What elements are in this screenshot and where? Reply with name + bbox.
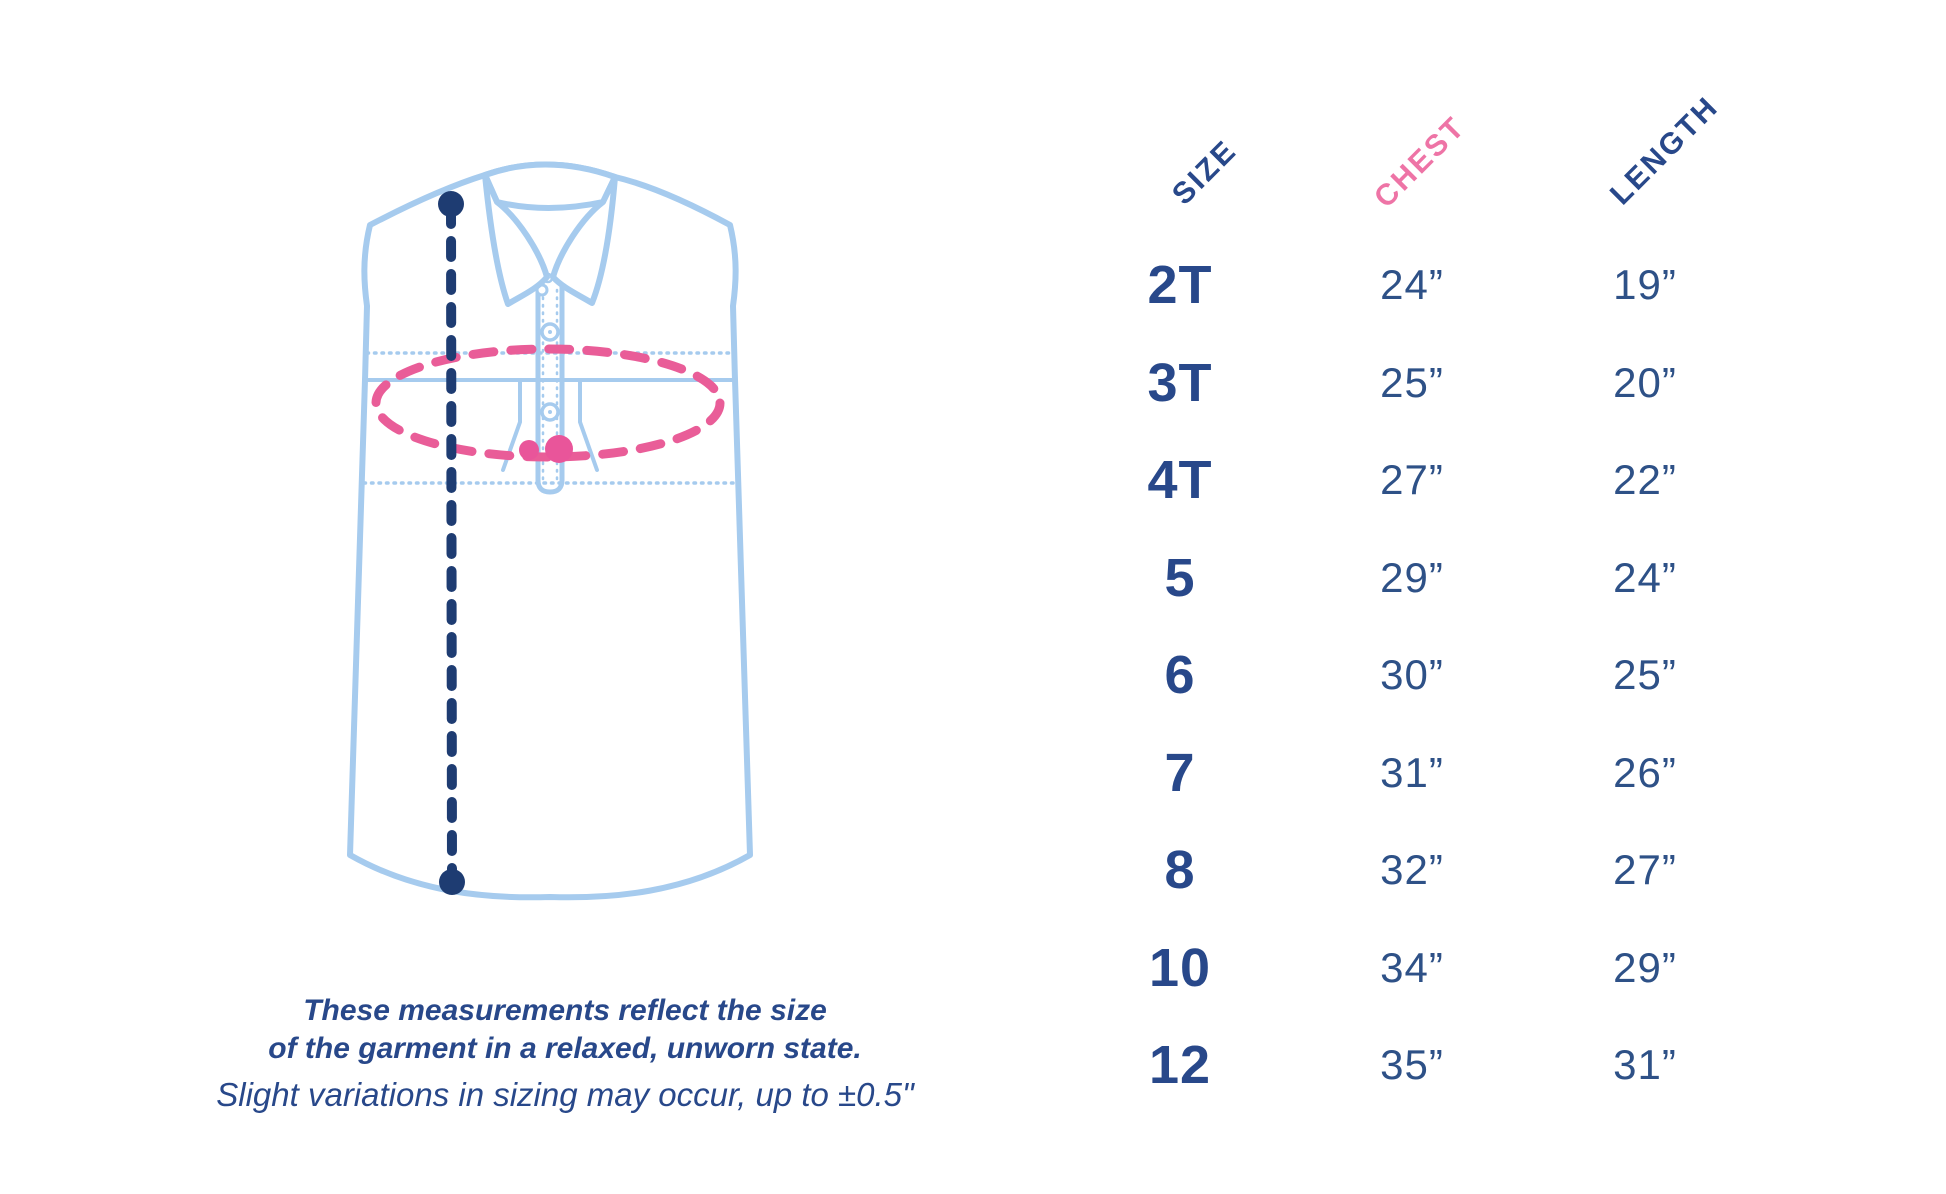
length-measure-line [446, 203, 457, 885]
placket [535, 277, 565, 495]
chest-cell: 27” [1380, 456, 1444, 503]
length-measure-dot-bottom [439, 869, 465, 895]
size-cell: 8 [1164, 840, 1196, 900]
size-cell: 3T [1147, 352, 1213, 413]
chest-cell: 24” [1380, 261, 1444, 308]
chest-measure-dot-left [519, 440, 539, 460]
length-cell: 24” [1613, 553, 1677, 601]
collar-right-flap [550, 174, 618, 306]
note-bold-text: These measurements reflect the size of t… [140, 992, 990, 1068]
chest-cell: 30” [1380, 651, 1444, 698]
chest-measure-dot-right [545, 435, 573, 463]
chest-cell: 32” [1380, 846, 1444, 893]
chest-measure [371, 344, 725, 463]
garment-illustration [347, 161, 753, 901]
chest-cell: 29” [1380, 553, 1444, 601]
column-header-length: LENGTH [1603, 90, 1726, 212]
size-cell: 5 [1164, 547, 1196, 608]
button-hole [548, 330, 552, 334]
note-line-1: These measurements reflect the size [303, 994, 827, 1027]
chest-cell: 35” [1380, 1041, 1444, 1088]
length-measure [438, 191, 465, 895]
length-cell: 31” [1613, 1041, 1677, 1088]
size-cell: 7 [1164, 742, 1196, 803]
note-line-2: of the garment in a relaxed, unworn stat… [268, 1032, 862, 1065]
size-cell: 10 [1148, 937, 1212, 998]
chest-cell: 25” [1380, 358, 1444, 406]
button-hole [548, 410, 552, 414]
length-cell: 25” [1613, 651, 1677, 698]
length-cell: 20” [1613, 358, 1677, 406]
chest-cell: 31” [1380, 748, 1444, 796]
length-cell: 29” [1613, 943, 1677, 991]
length-cell: 27” [1613, 846, 1677, 893]
column-header-chest: CHEST [1367, 110, 1473, 215]
size-cell: 4T [1147, 450, 1213, 510]
length-cell: 26” [1613, 748, 1677, 796]
size-cell: 6 [1164, 645, 1196, 705]
length-measure-dot-top [438, 191, 464, 217]
chest-cell: 34” [1380, 943, 1444, 991]
placket-stitching [541, 288, 559, 487]
column-header-size: SIZE [1165, 133, 1244, 212]
right-pocket-edge [578, 378, 599, 472]
collar-left-flap [482, 172, 550, 307]
measurement-note: These measurements reflect the size of t… [140, 992, 990, 1115]
size-cell: 12 [1148, 1035, 1212, 1095]
collar-band [482, 161, 618, 211]
note-line-3: Slight variations in sizing may occur, u… [216, 1076, 914, 1113]
length-cell: 22” [1613, 456, 1677, 503]
length-cell: 19” [1613, 261, 1677, 308]
size-cell: 2T [1147, 255, 1213, 315]
